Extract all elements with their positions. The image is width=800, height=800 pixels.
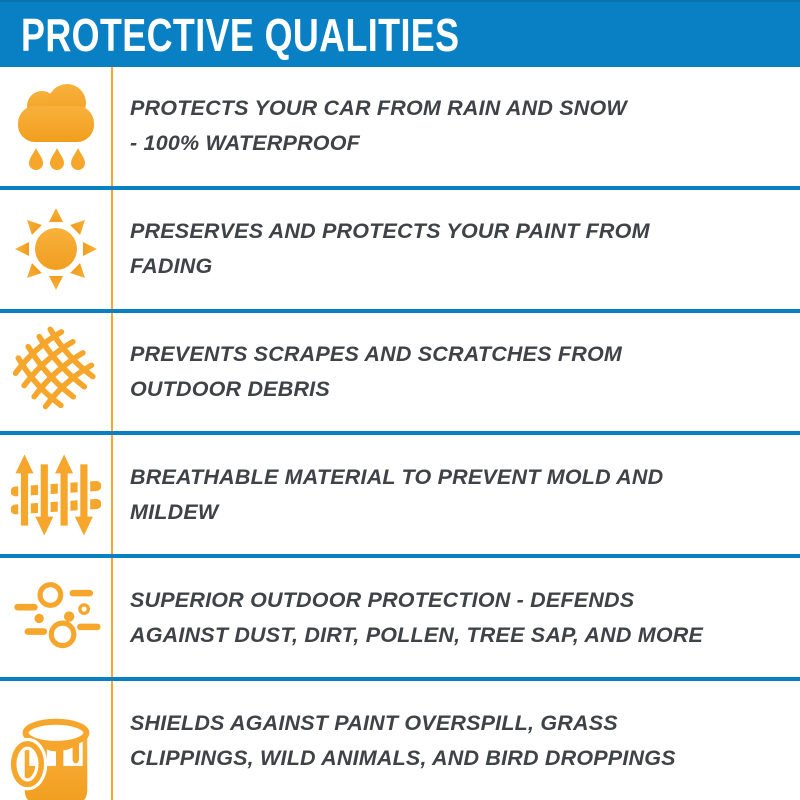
breathable-arrows-icon (0, 435, 111, 554)
feature-row-fading: PRESERVES AND PROTECTS YOUR PAINT FROM F… (0, 189, 800, 309)
feature-line-1: SUPERIOR OUTDOOR PROTECTION - DEFENDS (130, 587, 635, 612)
feature-list: PROTECTS YOUR CAR FROM RAIN AND SNOW - 1… (0, 67, 800, 800)
page-title: PROTECTIVE QUALITIES (21, 8, 460, 61)
feature-line-2: AGAINST DUST, DIRT, POLLEN, TREE SAP, AN… (130, 622, 704, 647)
feature-row-scratches: PREVENTS SCRAPES AND SCRATCHES FROM OUTD… (0, 312, 800, 432)
feature-row-waterproof: PROTECTS YOUR CAR FROM RAIN AND SNOW - 1… (0, 67, 800, 186)
feature-row-shields: SHIELDS AGAINST PAINT OVERSPILL, GRASS C… (0, 681, 800, 800)
row-divider (0, 554, 800, 559)
feature-text: SHIELDS AGAINST PAINT OVERSPILL, GRASS C… (111, 681, 800, 800)
feature-line-2: OUTDOOR DEBRIS (130, 377, 330, 402)
feature-line-1: PROTECTS YOUR CAR FROM RAIN AND SNOW (130, 96, 627, 121)
row-divider (0, 308, 800, 313)
feature-line-1: PRESERVES AND PROTECTS YOUR PAINT FROM (130, 219, 650, 244)
row-divider (0, 677, 800, 682)
feature-row-breathable: BREATHABLE MATERIAL TO PREVENT MOLD AND … (0, 435, 800, 555)
feature-text: PROTECTS YOUR CAR FROM RAIN AND SNOW - 1… (111, 67, 800, 186)
header-bar: PROTECTIVE QUALITIES (0, 0, 800, 67)
feature-line-1: PREVENTS SCRAPES AND SCRATCHES FROM (130, 342, 622, 367)
feature-line-2: FADING (130, 254, 213, 279)
feature-line-2: - 100% WATERPROOF (130, 131, 360, 156)
feature-row-outdoor: SUPERIOR OUTDOOR PROTECTION - DEFENDS AG… (0, 558, 800, 678)
row-divider (0, 185, 800, 190)
rain-cloud-icon (0, 67, 111, 186)
net-icon (0, 313, 111, 432)
sun-icon (0, 190, 111, 309)
paint-bucket-icon (0, 681, 111, 800)
feature-text: PRESERVES AND PROTECTS YOUR PAINT FROM F… (111, 189, 800, 309)
feature-text: BREATHABLE MATERIAL TO PREVENT MOLD AND … (111, 435, 800, 555)
feature-text: SUPERIOR OUTDOOR PROTECTION - DEFENDS AG… (111, 558, 800, 678)
particles-icon (0, 558, 111, 677)
feature-line-2: MILDEW (130, 499, 219, 524)
feature-line-2: CLIPPINGS, WILD ANIMALS, AND BIRD DROPPI… (130, 745, 676, 770)
feature-line-1: SHIELDS AGAINST PAINT OVERSPILL, GRASS (130, 710, 618, 735)
row-divider (0, 431, 800, 436)
feature-line-1: BREATHABLE MATERIAL TO PREVENT MOLD AND (130, 464, 664, 489)
feature-text: PREVENTS SCRAPES AND SCRATCHES FROM OUTD… (111, 312, 800, 432)
